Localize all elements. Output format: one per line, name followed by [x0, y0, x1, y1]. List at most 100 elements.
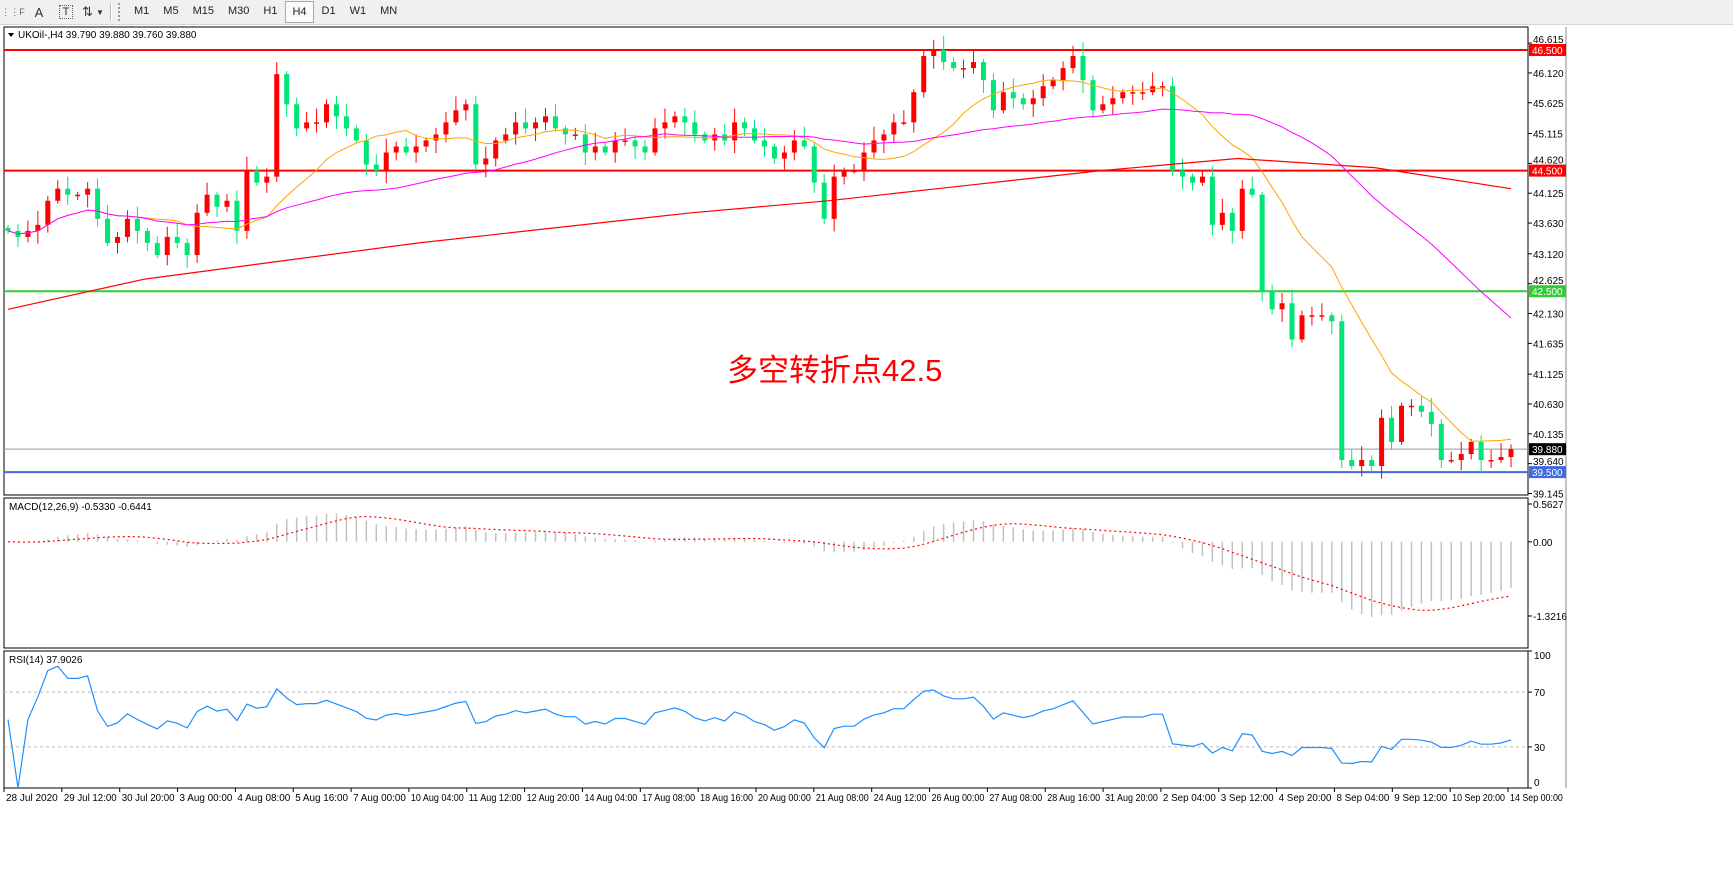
candle	[1468, 438, 1474, 460]
candle-body	[1180, 170, 1186, 177]
time-tick-label: 20 Aug 00:00	[758, 793, 811, 804]
candle	[1418, 395, 1424, 418]
candle	[861, 142, 867, 181]
price-tick-label: 42.625	[1533, 276, 1564, 287]
time-tick-label: 7 Aug 00:00	[353, 793, 406, 804]
level-price-label: 46.500	[1532, 46, 1563, 57]
candle-body	[781, 152, 787, 159]
candle-body	[85, 188, 91, 195]
candle-body	[314, 122, 320, 124]
candle	[1189, 173, 1195, 191]
candle-body	[304, 122, 310, 129]
time-tick-label: 3 Aug 00:00	[180, 793, 233, 804]
period-m5[interactable]: M5	[163, 5, 179, 17]
price-tick-label: 43.120	[1533, 250, 1564, 261]
text-A-icon[interactable]: A	[34, 4, 44, 20]
candle-body	[1030, 98, 1036, 105]
time-tick-label: 12 Aug 20:00	[527, 793, 580, 804]
candle-body	[1289, 303, 1295, 340]
candle-body	[1209, 176, 1215, 225]
candle-body	[373, 164, 379, 171]
candle-body	[95, 188, 101, 219]
time-tick-label: 4 Aug 08:00	[237, 793, 290, 804]
annotation-text: 多空转折点42.5	[727, 353, 942, 388]
candle-body	[851, 170, 857, 173]
period-h4[interactable]: H4	[285, 1, 314, 23]
candle-body	[1259, 194, 1265, 292]
candle-body	[443, 122, 449, 135]
candle-body	[75, 194, 81, 197]
candle-body	[1309, 315, 1315, 317]
candle-body	[732, 122, 738, 141]
candle-body	[134, 218, 140, 231]
candle	[1379, 409, 1385, 479]
candle-body	[433, 134, 439, 141]
candle	[1130, 85, 1136, 105]
chevron-down-icon[interactable]: ▼	[95, 7, 104, 17]
candle-body	[831, 176, 837, 219]
candle-body	[65, 188, 71, 195]
candle	[1219, 198, 1225, 231]
candle	[513, 112, 519, 145]
period-m15[interactable]: M15	[192, 5, 214, 17]
crosshair-grid-icon[interactable]: ⋮⋮F	[1, 6, 25, 17]
candle	[1050, 77, 1056, 90]
candle	[1359, 446, 1365, 477]
current-price-tag	[1529, 443, 1566, 456]
candle	[921, 49, 927, 98]
period-d1[interactable]: D1	[321, 5, 336, 17]
candle	[871, 126, 877, 158]
candle-body	[1299, 315, 1305, 340]
candle-body	[1050, 80, 1056, 87]
candle	[1040, 74, 1046, 107]
period-mn[interactable]: MN	[380, 5, 398, 17]
candle	[353, 125, 359, 144]
price-tick-label: 44.125	[1533, 189, 1564, 200]
period-m30[interactable]: M30	[227, 5, 250, 17]
candle-body	[1189, 176, 1195, 183]
candle-body	[1438, 423, 1444, 461]
candle	[1329, 312, 1335, 335]
candle	[304, 112, 310, 132]
candle-body	[871, 140, 877, 153]
candle-body	[961, 68, 967, 70]
toolbar-grip[interactable]	[118, 3, 123, 21]
candle-body	[264, 176, 270, 183]
candle-body	[105, 218, 111, 243]
candle-body	[881, 134, 887, 141]
price-tick-label: 45.625	[1533, 99, 1564, 110]
time-tick-label: 4 Sep 20:00	[1279, 793, 1332, 804]
candle	[941, 36, 947, 70]
candle-body	[1120, 92, 1126, 99]
candle-body	[891, 122, 897, 135]
time-tick-label: 17 Aug 08:00	[642, 793, 695, 804]
candle	[473, 95, 479, 170]
candle-body	[214, 194, 220, 207]
candle-body	[901, 122, 907, 124]
candle	[1080, 42, 1086, 93]
text-label-icon[interactable]: T	[59, 5, 73, 19]
collapse-triangle-icon[interactable]	[8, 33, 14, 37]
price-tick-label: 40.630	[1533, 400, 1564, 411]
period-w1[interactable]: W1	[349, 5, 367, 17]
candle-body	[1219, 212, 1225, 225]
period-buttons: M1 M5 M15 M30 H1 H4 D1 W1 MN	[127, 1, 404, 23]
candle-body	[761, 140, 767, 147]
candle	[1160, 81, 1166, 97]
rsi-line	[7, 665, 1512, 789]
candle	[931, 39, 937, 69]
candle	[373, 154, 379, 177]
candle	[1060, 61, 1066, 91]
candle-body	[403, 146, 409, 153]
candle-body	[692, 122, 698, 135]
candle	[333, 95, 339, 129]
candle-body	[941, 50, 947, 63]
arrows-icon[interactable]: ⇅ ▼	[82, 4, 104, 19]
candle	[1239, 180, 1245, 239]
candle-body	[1369, 460, 1375, 467]
period-m1[interactable]: M1	[134, 5, 150, 17]
candle	[274, 62, 280, 183]
period-h1[interactable]: H1	[263, 5, 278, 17]
candle-body	[1140, 92, 1146, 94]
